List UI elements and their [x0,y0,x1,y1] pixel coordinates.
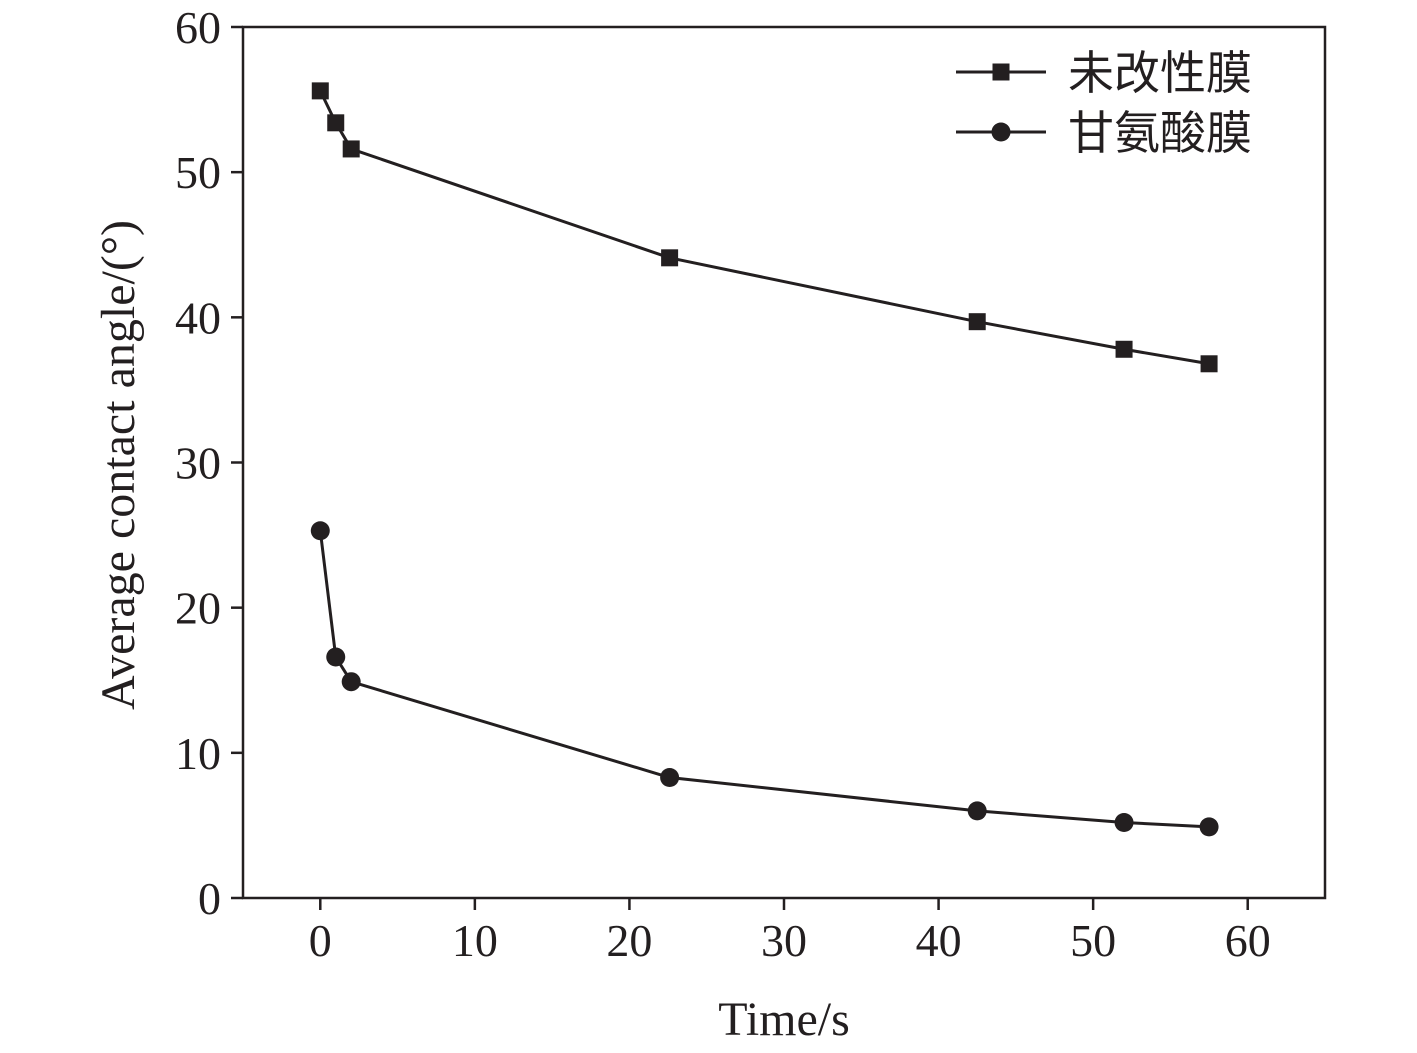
series-2-point [660,768,680,788]
legend-label: 未改性膜 [1068,46,1252,100]
series-1 [311,82,1218,373]
series-1-point [311,82,329,100]
series-2-point [967,801,987,821]
series-2-point [326,647,346,667]
legend-marker [991,122,1011,142]
series-2-point [310,521,330,541]
series-2-point [341,672,361,692]
series-2-line [318,530,1210,829]
y-tick-label: 60 [175,2,221,53]
ticks-layer: 0 10 20 30 40 50 60 0 10 20 30 40 50 60 [175,2,1271,966]
series-1-point [342,140,360,158]
y-tick-label: 40 [175,292,221,343]
legend-label: 甘氨酸膜 [1068,106,1252,160]
x-tick-label: 10 [452,915,498,966]
series-layer [310,82,1219,837]
series-2 [310,521,1219,837]
y-tick-label: 50 [175,147,221,198]
y-axis-title: Average contact angle/(°) [92,220,145,710]
y-tick-label: 10 [175,728,221,779]
series-1-point [661,249,679,267]
y-tick-label: 0 [198,873,221,924]
y-tick-label: 30 [175,438,221,489]
series-1-point [1115,340,1133,358]
series-2-point [1114,813,1134,833]
x-tick-label: 40 [916,915,962,966]
x-axis-title: Time/s [718,993,850,1046]
x-tick-label: 30 [761,915,807,966]
legend-marker [992,63,1010,81]
x-tick-label: 60 [1225,915,1271,966]
x-tick-label: 20 [606,915,652,966]
x-tick-label: 0 [309,915,332,966]
x-tick-label: 50 [1070,915,1116,966]
y-tick-label: 20 [175,583,221,634]
series-1-point [1200,355,1218,373]
series-2-point [1199,817,1219,837]
series-1-point [327,114,345,132]
legend-item-1: 未改性膜 [956,46,1252,100]
legend-item-2: 甘氨酸膜 [956,106,1252,160]
series-1-point [968,313,986,331]
